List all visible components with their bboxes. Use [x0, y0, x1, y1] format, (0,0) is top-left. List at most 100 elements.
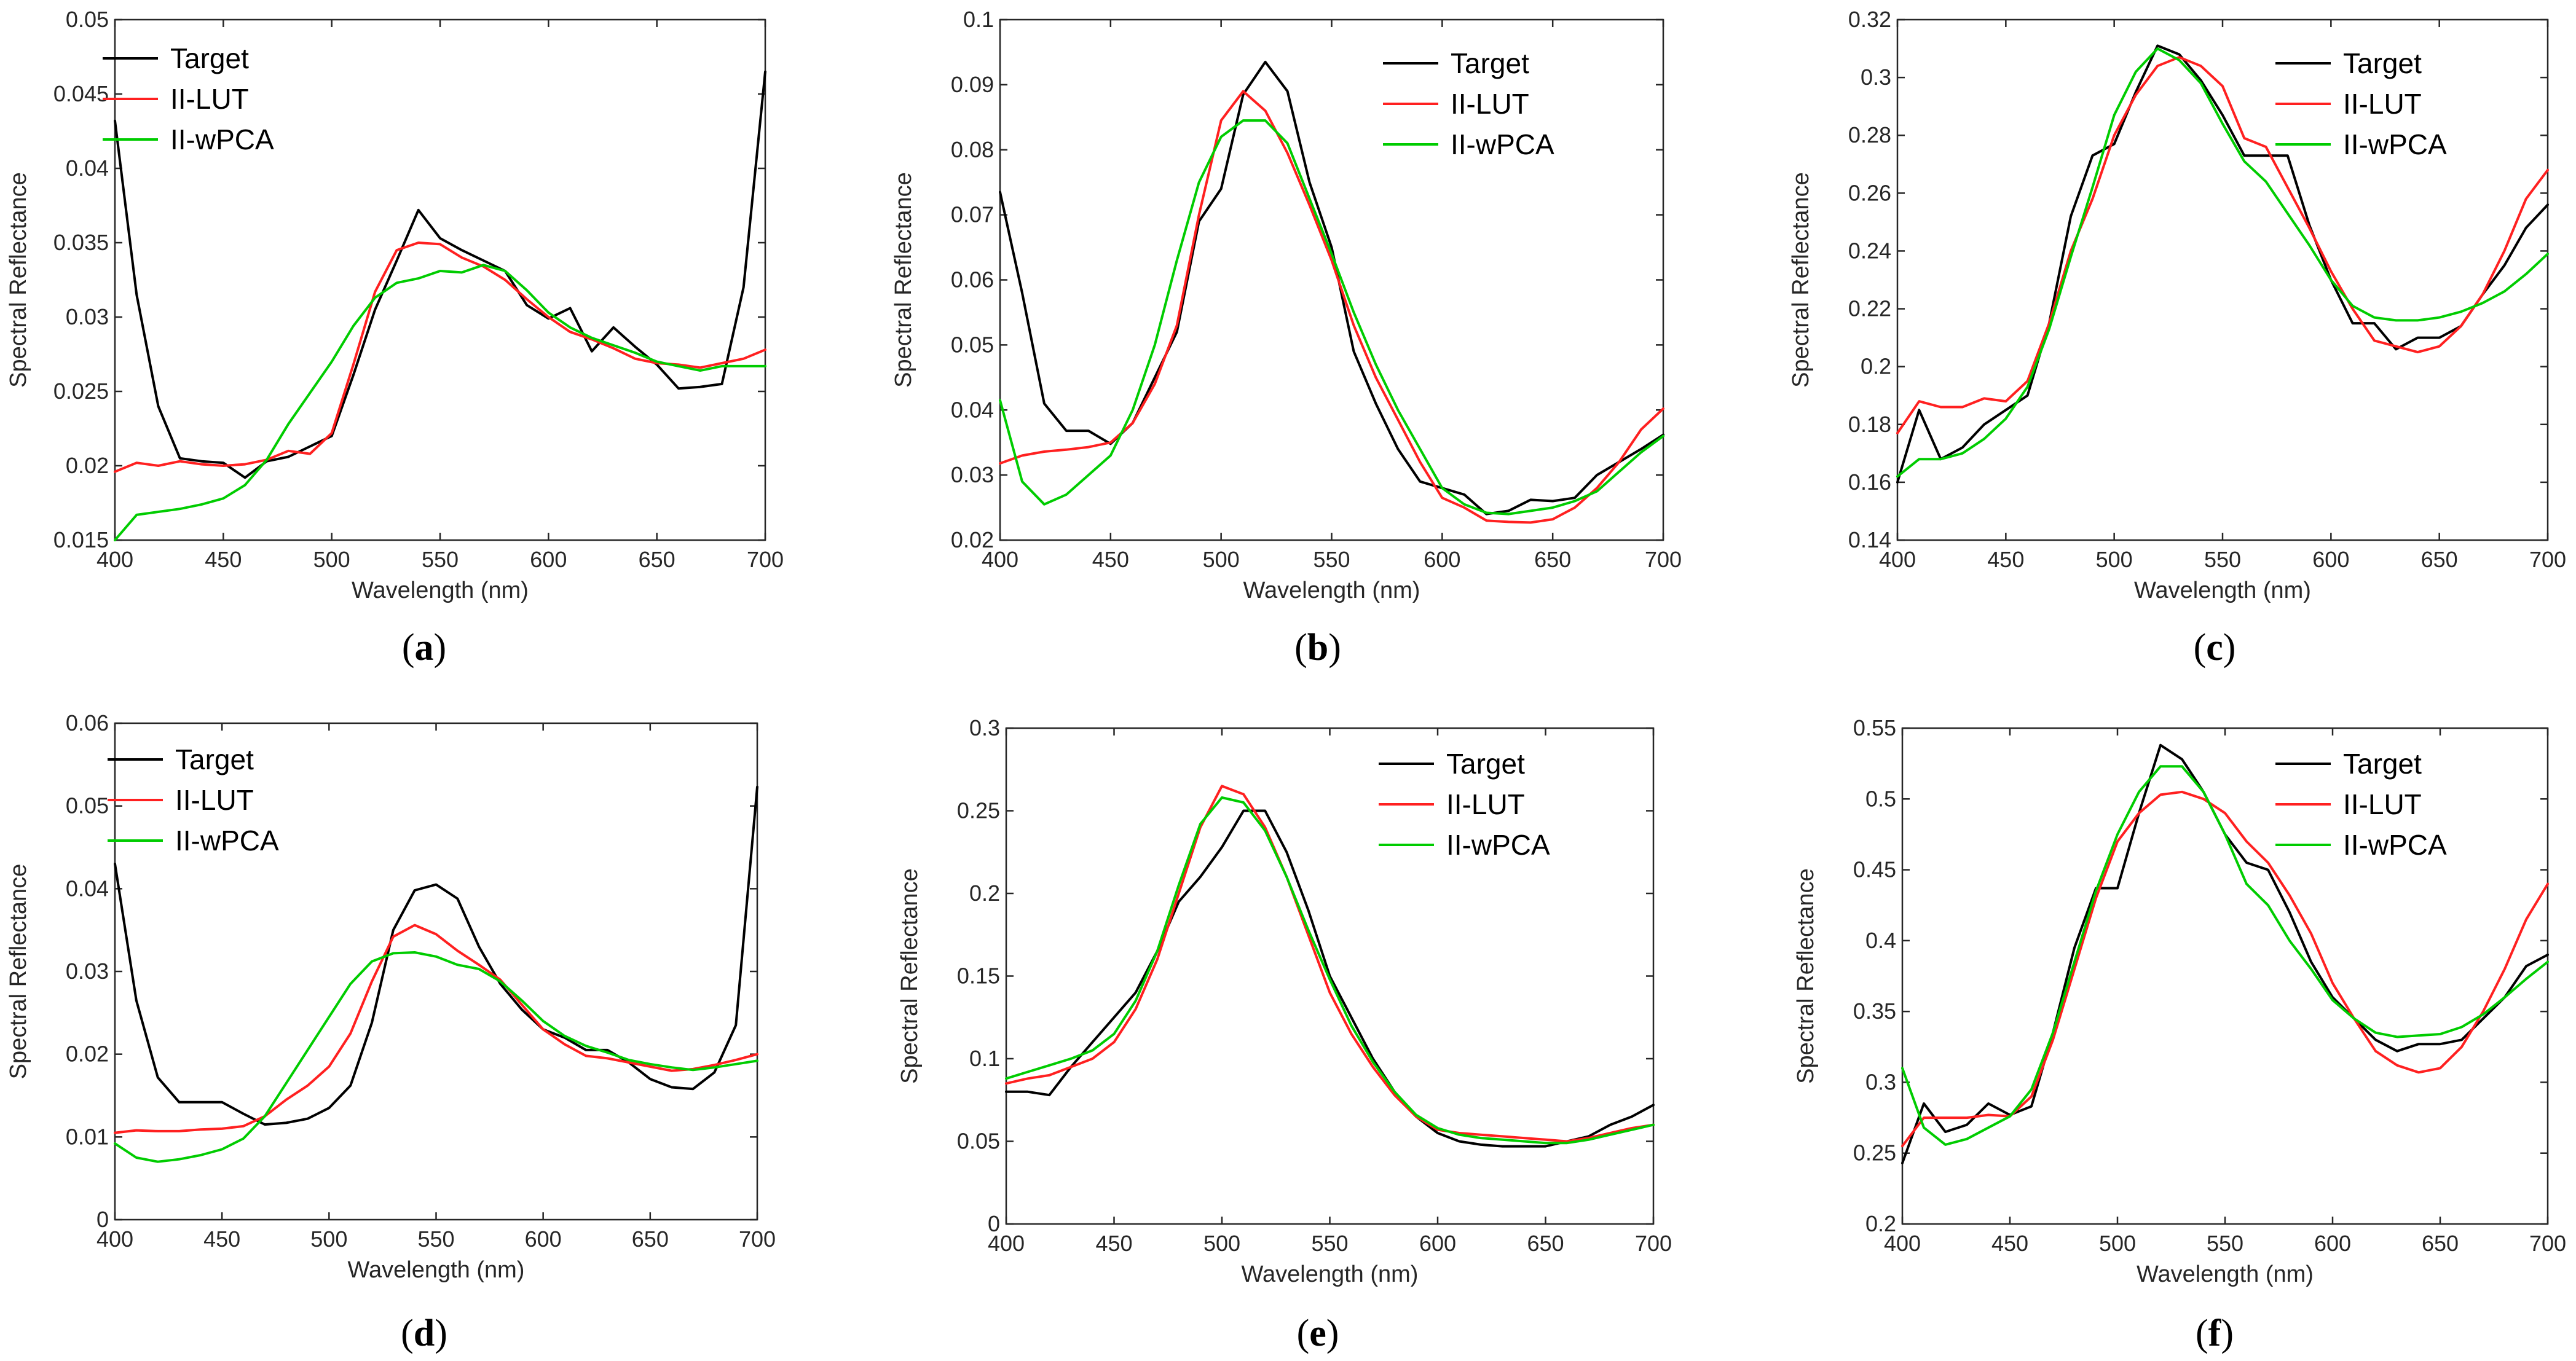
y-tick-label: 0.05 — [951, 332, 994, 357]
x-tick-label: 650 — [632, 1226, 669, 1252]
x-tick-label: 500 — [313, 547, 350, 572]
x-tick-label: 600 — [2312, 547, 2349, 572]
y-tick-label: 0 — [97, 1207, 109, 1232]
y-tick-label: 0.05 — [66, 7, 109, 32]
y-tick-label: 0.07 — [951, 202, 994, 227]
y-axis-label: Spectral Reflectance — [891, 172, 916, 388]
series-line-ii-lut — [1896, 56, 2549, 434]
x-tick-label: 700 — [2529, 1231, 2566, 1256]
series-line-target — [999, 60, 1664, 516]
x-tick-label: 450 — [205, 547, 242, 572]
y-tick-label: 0.45 — [1853, 857, 1896, 882]
x-tick-label: 550 — [1313, 547, 1350, 572]
y-tick-label: 0.15 — [957, 963, 1000, 989]
x-tick-label: 450 — [1991, 1231, 2028, 1256]
y-tick-label: 0.04 — [66, 876, 109, 901]
y-tick-label: 0.04 — [951, 397, 994, 422]
x-tick-label: 700 — [747, 547, 784, 572]
panel-letter: c — [2206, 627, 2223, 669]
y-tick-label: 0.06 — [66, 710, 109, 735]
x-tick-label: 650 — [639, 547, 676, 572]
series-line-target — [1901, 743, 2549, 1164]
y-axis-label: Spectral Reflectance — [897, 868, 923, 1084]
y-tick-label: 0.025 — [53, 378, 109, 404]
series-line-ii-wpca — [114, 264, 766, 541]
x-tick-label: 550 — [422, 547, 459, 572]
legend: Target II-LUT II-wPCA — [2275, 748, 2447, 861]
series-line-ii-lut — [1005, 785, 1655, 1143]
legend: Target II-LUT II-wPCA — [103, 42, 274, 155]
x-axis-label: Wavelength (nm) — [348, 1257, 525, 1283]
legend-label: II-wPCA — [2343, 128, 2447, 160]
chart-panel-c: 400 450 500 550 600 650 700 0.14 0.16 0.18 0.2 0.22… — [1788, 7, 2566, 669]
x-axis-label: Wavelength (nm) — [352, 578, 529, 603]
x-tick-label: 500 — [1203, 547, 1240, 572]
panel-letter: a — [415, 627, 434, 669]
series-line-ii-wpca — [1005, 796, 1655, 1145]
series-line-ii-wpca — [999, 119, 1664, 516]
legend-label: II-LUT — [175, 784, 254, 816]
y-tick-label: 0.02 — [66, 1041, 109, 1067]
series-line-ii-wpca — [1896, 47, 2549, 478]
x-axis-label: Wavelength (nm) — [1242, 1261, 1419, 1287]
panel-label: (a) — [402, 627, 446, 669]
series-line-ii-lut — [114, 241, 766, 473]
panel-label: (b) — [1294, 627, 1341, 669]
panel-label: (f) — [2196, 1312, 2234, 1354]
y-tick-label: 0.01 — [66, 1124, 109, 1149]
panel-letter: e — [1309, 1312, 1326, 1354]
legend-label: II-LUT — [2343, 788, 2422, 820]
panel-letter: f — [2208, 1312, 2222, 1354]
panel-label: (d) — [401, 1312, 447, 1354]
x-tick-label: 450 — [1095, 1231, 1132, 1256]
y-tick-label: 0.22 — [1848, 296, 1891, 321]
x-tick-label: 600 — [2314, 1231, 2351, 1256]
x-tick-label: 700 — [1645, 547, 1682, 572]
legend-label: II-wPCA — [1451, 128, 1554, 160]
y-axis-label: Spectral Reflectance — [1793, 868, 1819, 1084]
x-tick-label: 400 — [1884, 1231, 1921, 1256]
legend-label: II-wPCA — [175, 825, 279, 857]
y-tick-label: 0.045 — [53, 81, 109, 106]
y-tick-label: 0.05 — [66, 793, 109, 818]
y-tick-label: 0.5 — [1865, 786, 1896, 811]
y-tick-label: 0.2 — [969, 881, 1000, 906]
x-axis-label: Wavelength (nm) — [1243, 578, 1420, 603]
panel-letter: b — [1307, 627, 1328, 669]
x-tick-label: 650 — [1527, 1231, 1564, 1256]
y-tick-label: 0.03 — [66, 959, 109, 984]
x-tick-label: 700 — [2529, 547, 2566, 572]
legend-label: II-LUT — [170, 83, 249, 115]
legend-label: II-wPCA — [170, 124, 274, 155]
y-tick-label: 0.26 — [1848, 180, 1891, 205]
x-tick-label: 450 — [203, 1226, 240, 1252]
y-tick-label: 0.2 — [1861, 354, 1891, 379]
x-tick-label: 550 — [1311, 1231, 1348, 1256]
y-tick-label: 0.04 — [66, 155, 109, 181]
y-tick-label: 0.1 — [969, 1046, 1000, 1071]
chart-panel-e: 400 450 500 550 600 650 700 0 0.05 0.1 0.15 0.2 0.25… — [897, 715, 1672, 1354]
legend-label: II-LUT — [1446, 788, 1525, 820]
y-tick-label: 0.4 — [1865, 928, 1896, 953]
x-tick-label: 550 — [2204, 547, 2241, 572]
y-tick-label: 0.05 — [957, 1129, 1000, 1154]
legend: Target II-LUT II-wPCA — [108, 743, 279, 857]
x-tick-label: 400 — [1879, 547, 1916, 572]
x-tick-label: 500 — [2099, 1231, 2136, 1256]
y-axis-label: Spectral Reflectance — [1788, 172, 1814, 388]
panel-label: (c) — [2194, 627, 2236, 669]
y-tick-label: 0.3 — [1861, 65, 1891, 90]
x-tick-label: 550 — [417, 1226, 454, 1252]
plot-area-frame — [1901, 727, 2549, 1225]
y-tick-label: 0.015 — [53, 527, 109, 552]
legend-label: II-wPCA — [1446, 829, 1550, 861]
y-tick-label: 0.25 — [957, 798, 1000, 823]
legend-label: II-LUT — [1451, 88, 1529, 120]
x-tick-label: 400 — [97, 547, 133, 572]
y-tick-label: 0.35 — [1853, 998, 1896, 1024]
y-tick-label: 0.28 — [1848, 122, 1891, 147]
y-tick-label: 0.3 — [1865, 1069, 1896, 1094]
y-axis-label: Spectral Reflectance — [6, 172, 31, 388]
y-tick-label: 0.03 — [951, 462, 994, 487]
